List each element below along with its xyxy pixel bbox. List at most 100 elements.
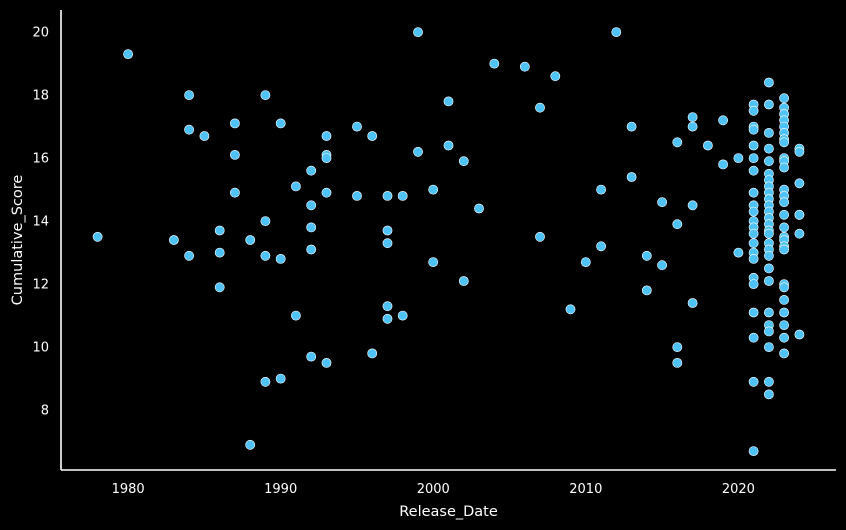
data-point (413, 27, 423, 37)
data-point (306, 244, 317, 255)
data-point (626, 172, 637, 182)
data-point (779, 348, 789, 359)
data-point (214, 282, 225, 293)
data-point (458, 156, 469, 167)
data-point (779, 282, 789, 293)
data-point (672, 137, 683, 148)
data-point (443, 140, 454, 151)
data-point (764, 143, 774, 154)
data-point (779, 209, 789, 220)
data-point (764, 307, 774, 318)
data-point (367, 131, 378, 141)
y-tick-label: 20 (32, 26, 49, 41)
data-point (260, 216, 271, 226)
y-tick-label: 12 (32, 278, 49, 293)
data-point (535, 102, 545, 113)
data-point (764, 127, 774, 138)
data-point (748, 165, 759, 176)
data-point (764, 389, 774, 400)
data-point (748, 153, 759, 163)
data-point (764, 250, 774, 261)
data-point (779, 307, 789, 318)
data-point (687, 112, 698, 122)
data-point (764, 263, 774, 274)
x-tick-label: 2010 (569, 482, 602, 497)
data-point (382, 301, 393, 312)
data-point (748, 238, 759, 249)
data-point (123, 49, 134, 59)
data-point (764, 276, 774, 286)
data-point (764, 326, 774, 337)
data-point (245, 235, 256, 245)
data-point (168, 235, 179, 245)
data-point (382, 225, 393, 236)
data-point (550, 71, 561, 82)
data-point (92, 231, 103, 242)
data-point (214, 247, 225, 258)
data-point (382, 313, 393, 324)
x-tick-label: 2000 (417, 482, 450, 497)
data-point (184, 250, 194, 261)
data-point (687, 200, 698, 211)
y-tick-label: 18 (32, 89, 49, 104)
data-point (229, 118, 240, 129)
data-point (321, 187, 332, 198)
data-point (794, 209, 805, 220)
data-point (306, 351, 317, 362)
x-tick-label: 1980 (112, 482, 145, 497)
data-point (764, 376, 774, 387)
data-point (779, 222, 789, 233)
y-tick-label: 14 (32, 215, 49, 230)
data-point (413, 146, 423, 157)
data-point (474, 203, 484, 214)
data-point (321, 153, 332, 163)
data-point (275, 118, 286, 129)
data-point (779, 137, 789, 148)
data-point (306, 200, 317, 211)
data-point (260, 376, 271, 387)
data-point (443, 96, 454, 107)
data-point (657, 197, 667, 208)
data-point (214, 225, 225, 236)
data-point (565, 304, 576, 315)
data-point (245, 439, 256, 450)
data-point (779, 197, 789, 208)
data-point (580, 257, 591, 267)
data-point (718, 159, 728, 170)
data-point (779, 294, 789, 305)
data-point (748, 253, 759, 264)
data-point (794, 146, 805, 157)
data-point (748, 206, 759, 217)
y-tick-label: 10 (32, 341, 49, 356)
y-tick-label: 16 (32, 152, 49, 167)
data-point (275, 253, 286, 264)
data-point (794, 178, 805, 189)
data-point (672, 357, 683, 368)
data-point (779, 162, 789, 173)
data-point (184, 124, 194, 135)
data-point (687, 298, 698, 308)
data-point (519, 61, 530, 72)
data-point (748, 376, 759, 387)
data-point (306, 165, 317, 176)
data-point (397, 190, 408, 201)
x-tick-label: 1990 (264, 482, 297, 497)
data-point (748, 228, 759, 239)
data-point (657, 260, 667, 271)
data-point (611, 27, 622, 37)
data-point (428, 184, 439, 195)
data-point (764, 99, 774, 110)
data-point (229, 187, 240, 198)
x-tick-label: 2020 (722, 482, 755, 497)
data-point (718, 115, 728, 126)
data-point (321, 131, 332, 141)
data-point (306, 222, 317, 233)
data-point (748, 124, 759, 135)
y-axis-label: Cumulative_Score (10, 175, 26, 306)
y-tick-label: 8 (41, 404, 49, 419)
x-axis-label: Release_Date (399, 504, 498, 520)
data-point (748, 332, 759, 343)
data-point (748, 105, 759, 116)
data-point (458, 276, 469, 286)
